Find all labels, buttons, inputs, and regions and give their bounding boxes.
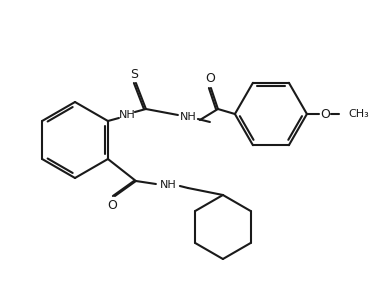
Text: NH: NH: [119, 110, 135, 120]
Text: NH: NH: [179, 112, 196, 122]
Text: CH₃: CH₃: [348, 109, 369, 119]
Text: O: O: [205, 73, 215, 86]
Text: O: O: [107, 198, 117, 211]
Text: S: S: [130, 67, 138, 81]
Text: O: O: [320, 107, 330, 120]
Text: NH: NH: [159, 180, 176, 190]
